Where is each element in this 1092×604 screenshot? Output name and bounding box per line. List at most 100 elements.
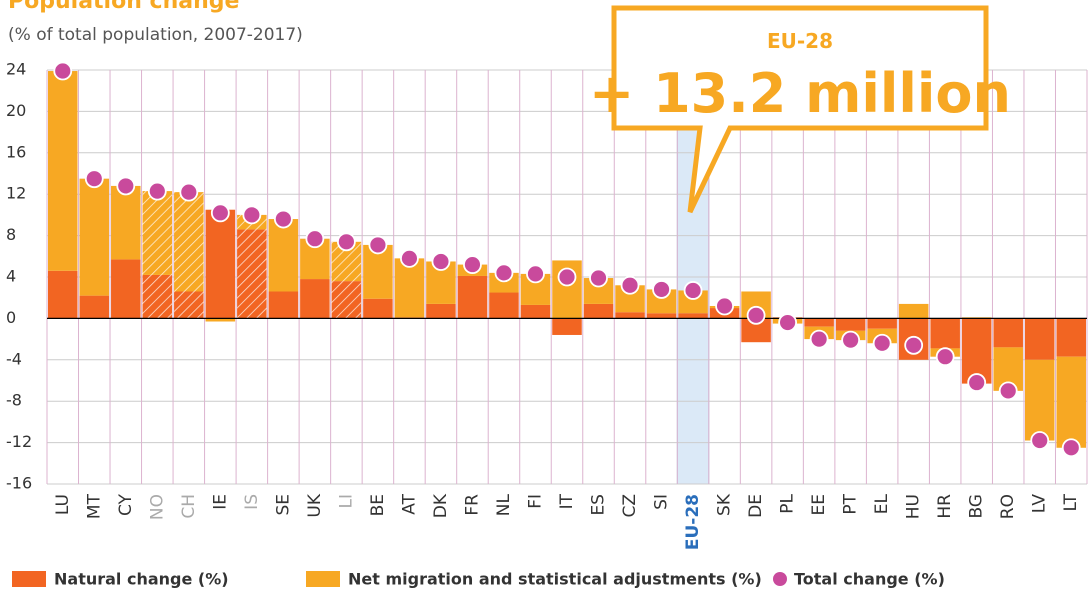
y-tick-label: -12 xyxy=(6,432,32,451)
bar-segment xyxy=(1024,359,1055,441)
bar-segment xyxy=(583,303,614,319)
bar-segment xyxy=(426,303,456,319)
total-dot xyxy=(1061,438,1081,458)
total-dot xyxy=(841,330,861,350)
bar-segment xyxy=(268,219,299,292)
y-tick-label: -16 xyxy=(6,474,32,493)
x-tick-label: ES xyxy=(589,494,609,516)
hatch-overlay xyxy=(331,281,362,319)
bar-segment xyxy=(615,312,645,319)
bar-segment xyxy=(678,313,708,319)
x-tick-label: PL xyxy=(778,493,798,513)
y-tick-label: 4 xyxy=(6,267,16,286)
bar-segment xyxy=(457,275,488,319)
x-tick-label: SK xyxy=(715,493,735,516)
y-tick-label: 24 xyxy=(6,60,26,79)
total-dot xyxy=(557,267,577,287)
legend-swatch xyxy=(306,571,340,587)
bar-segment xyxy=(1056,318,1086,357)
hatch-overlay xyxy=(142,191,173,275)
x-tick-label: HR xyxy=(935,494,955,519)
y-tick-label: -4 xyxy=(6,349,22,368)
bar-segment xyxy=(268,291,299,319)
bar-segment xyxy=(930,318,960,349)
y-tick-label: 8 xyxy=(6,225,16,244)
callout-label: EU-28 xyxy=(767,29,833,53)
bar-segment xyxy=(79,178,110,296)
bar-segment xyxy=(835,318,866,331)
x-tick-label: MT xyxy=(84,493,104,519)
bar-segment xyxy=(867,318,897,329)
legend-swatch xyxy=(773,572,787,586)
total-dot xyxy=(778,313,798,332)
total-dot xyxy=(589,268,608,288)
total-dot xyxy=(336,232,356,252)
x-tick-label: DK xyxy=(431,493,451,518)
total-dot xyxy=(147,181,167,201)
x-tick-label: FI xyxy=(525,494,545,509)
total-dot xyxy=(116,176,136,196)
total-dot xyxy=(998,381,1018,401)
x-tick-label: BE xyxy=(368,494,388,516)
bar-segment xyxy=(205,318,236,322)
legend-label: Net migration and statistical adjustment… xyxy=(348,570,762,589)
x-tick-label: EU-28 xyxy=(683,494,703,550)
total-dot xyxy=(652,280,671,299)
total-dot xyxy=(53,61,73,81)
x-tick-label: NO xyxy=(147,494,167,520)
total-dot xyxy=(431,252,451,271)
hatch-overlay xyxy=(142,274,173,319)
legend-swatch xyxy=(12,571,46,587)
total-dot xyxy=(242,205,262,225)
total-dot xyxy=(683,281,703,300)
y-tick-label: -8 xyxy=(6,391,22,410)
x-tick-label: PT xyxy=(841,493,861,514)
bar-segment xyxy=(205,209,236,319)
y-tick-label: 20 xyxy=(6,101,26,120)
total-dot xyxy=(746,305,766,325)
x-tick-label: IE xyxy=(210,494,230,510)
hatch-overlay xyxy=(174,291,204,319)
y-tick-label: 0 xyxy=(6,308,16,327)
x-tick-label: EE xyxy=(809,494,829,515)
bar-segment xyxy=(804,318,834,327)
total-dot xyxy=(179,182,199,202)
bar-segment xyxy=(48,270,78,319)
chart-title: Population change xyxy=(8,0,239,14)
callout: EU-28 + 13.2 million xyxy=(589,5,1011,214)
total-dot xyxy=(1030,431,1050,450)
total-dot xyxy=(620,275,640,295)
x-tick-label: AT xyxy=(399,493,419,514)
x-tick-label: NL xyxy=(494,493,514,516)
chart-subtitle: (% of total population, 2007-2017) xyxy=(8,25,303,45)
bar-segment xyxy=(111,185,141,260)
x-tick-label: FR xyxy=(462,494,482,516)
x-tick-label: IT xyxy=(557,493,577,509)
hatch-overlay xyxy=(174,192,204,292)
x-tick-label: EL xyxy=(872,493,892,514)
bar-segment xyxy=(48,71,78,271)
total-dot xyxy=(400,248,419,268)
x-tick-label: CZ xyxy=(620,494,640,518)
bar-segment xyxy=(79,295,110,319)
bar-segment xyxy=(520,304,551,319)
bar-segment xyxy=(646,313,677,319)
bar-segment xyxy=(898,303,929,319)
bar-segment xyxy=(300,279,330,319)
bar-segment xyxy=(394,258,425,318)
total-dot xyxy=(872,333,892,353)
total-dot xyxy=(210,203,230,223)
bar-segment xyxy=(111,259,141,319)
hatch-overlay xyxy=(237,229,267,319)
x-tick-label: SE xyxy=(273,494,293,516)
total-dot xyxy=(463,255,482,274)
total-dot xyxy=(715,296,734,316)
x-tick-label: DE xyxy=(746,494,766,518)
total-dot xyxy=(935,347,955,367)
total-dot xyxy=(305,229,325,249)
x-tick-label: LU xyxy=(53,494,73,515)
total-dot xyxy=(526,264,545,284)
bar-segment xyxy=(961,318,992,384)
x-tick-label: RO xyxy=(998,494,1018,519)
